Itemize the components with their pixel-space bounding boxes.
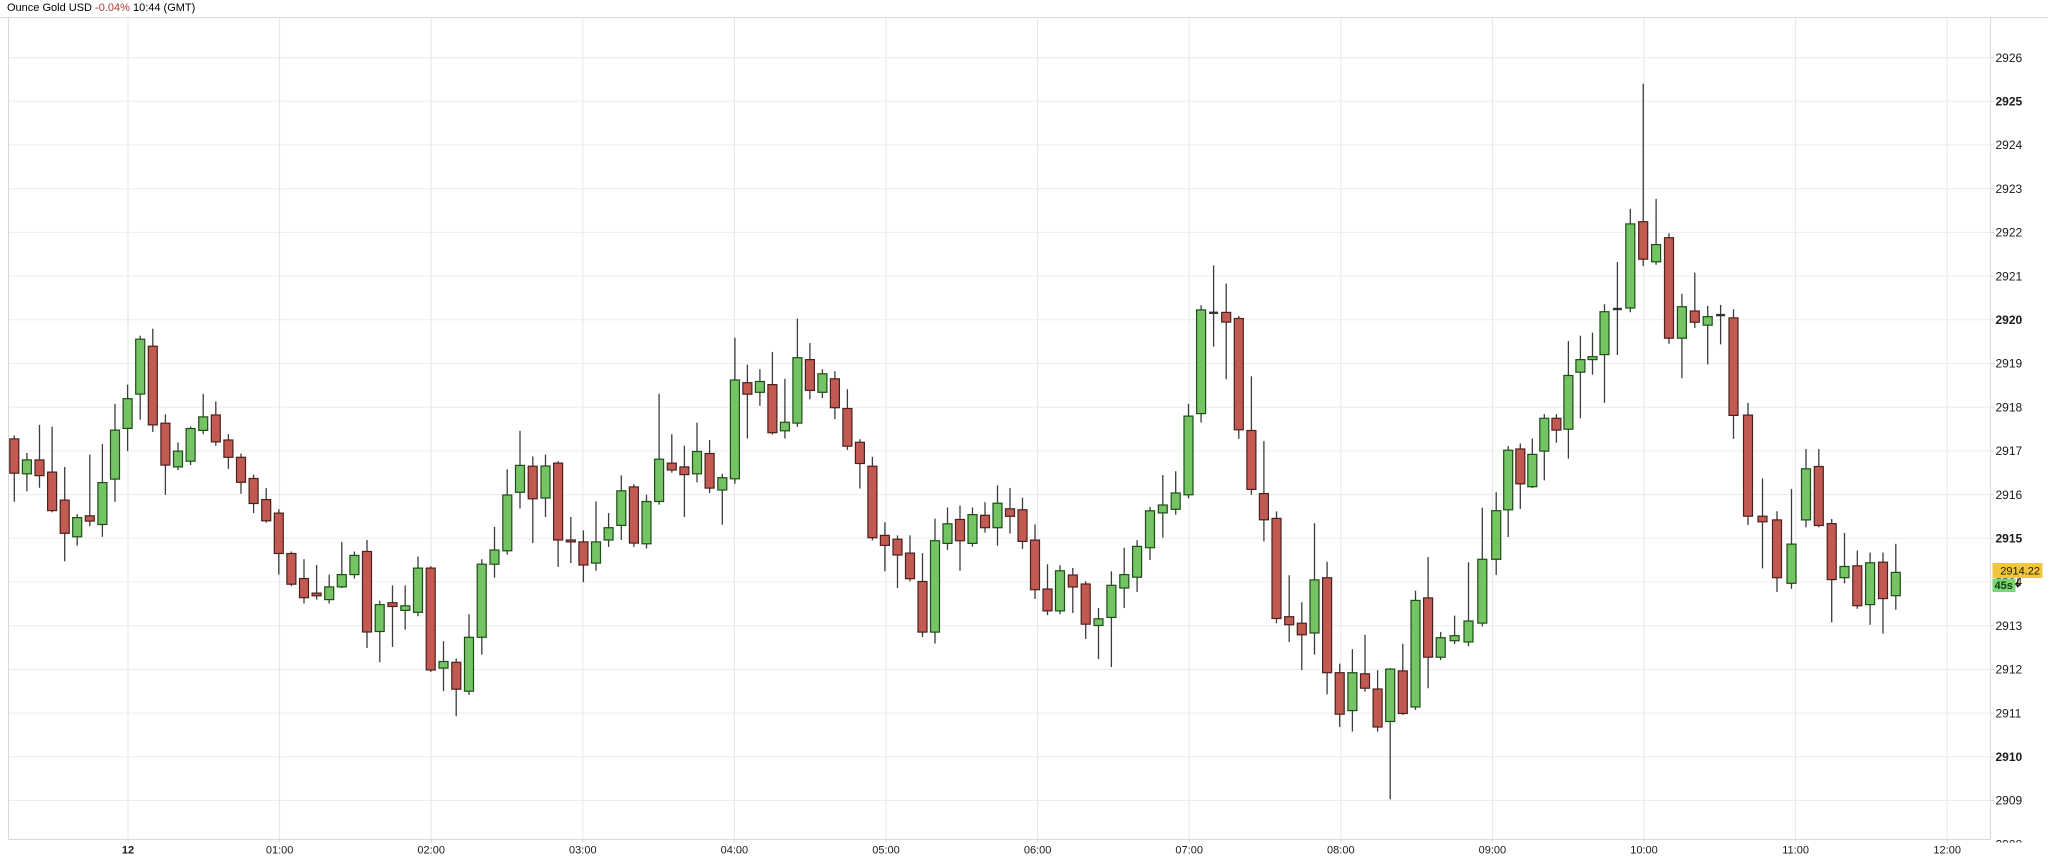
svg-text:03:00: 03:00	[569, 845, 597, 857]
svg-text:01:00: 01:00	[266, 845, 294, 857]
svg-text:10:00: 10:00	[1630, 845, 1658, 857]
svg-text:45s: 45s	[1995, 580, 2013, 592]
svg-text:2926: 2926	[1996, 51, 2023, 65]
svg-text:2911: 2911	[1996, 706, 2022, 720]
svg-text:07:00: 07:00	[1175, 845, 1203, 857]
svg-text:06:00: 06:00	[1024, 845, 1052, 857]
svg-text:2924: 2924	[1996, 138, 2023, 152]
svg-text:2922: 2922	[1996, 226, 2023, 240]
svg-text:Ounce Gold USD -0.04% 10:44 (G: Ounce Gold USD -0.04% 10:44 (GMT)	[7, 2, 195, 14]
svg-text:2923: 2923	[1996, 182, 2023, 196]
svg-text:04:00: 04:00	[721, 845, 749, 857]
svg-text:2925: 2925	[1996, 95, 2023, 109]
svg-text:08:00: 08:00	[1327, 845, 1355, 857]
svg-text:2917: 2917	[1996, 444, 2023, 458]
svg-text:2909: 2909	[1996, 794, 2023, 808]
svg-text:2920: 2920	[1996, 313, 2023, 327]
svg-text:12: 12	[122, 845, 134, 857]
svg-text:02:00: 02:00	[417, 845, 445, 857]
svg-text:2916: 2916	[1996, 488, 2023, 502]
svg-text:09:00: 09:00	[1479, 845, 1507, 857]
svg-text:2914.22: 2914.22	[2000, 566, 2040, 578]
svg-text:2908: 2908	[1996, 837, 2023, 851]
svg-text:2910: 2910	[1996, 750, 2023, 764]
svg-text:2918: 2918	[1996, 400, 2023, 414]
svg-text:11:00: 11:00	[1782, 845, 1809, 857]
svg-text:2915: 2915	[1996, 532, 2023, 546]
svg-text:12:00: 12:00	[1933, 845, 1961, 857]
svg-text:2921: 2921	[1996, 269, 2023, 283]
svg-text:2912: 2912	[1996, 663, 2023, 677]
svg-text:2913: 2913	[1996, 619, 2023, 633]
svg-text:2919: 2919	[1996, 357, 2023, 371]
svg-text:05:00: 05:00	[872, 845, 900, 857]
